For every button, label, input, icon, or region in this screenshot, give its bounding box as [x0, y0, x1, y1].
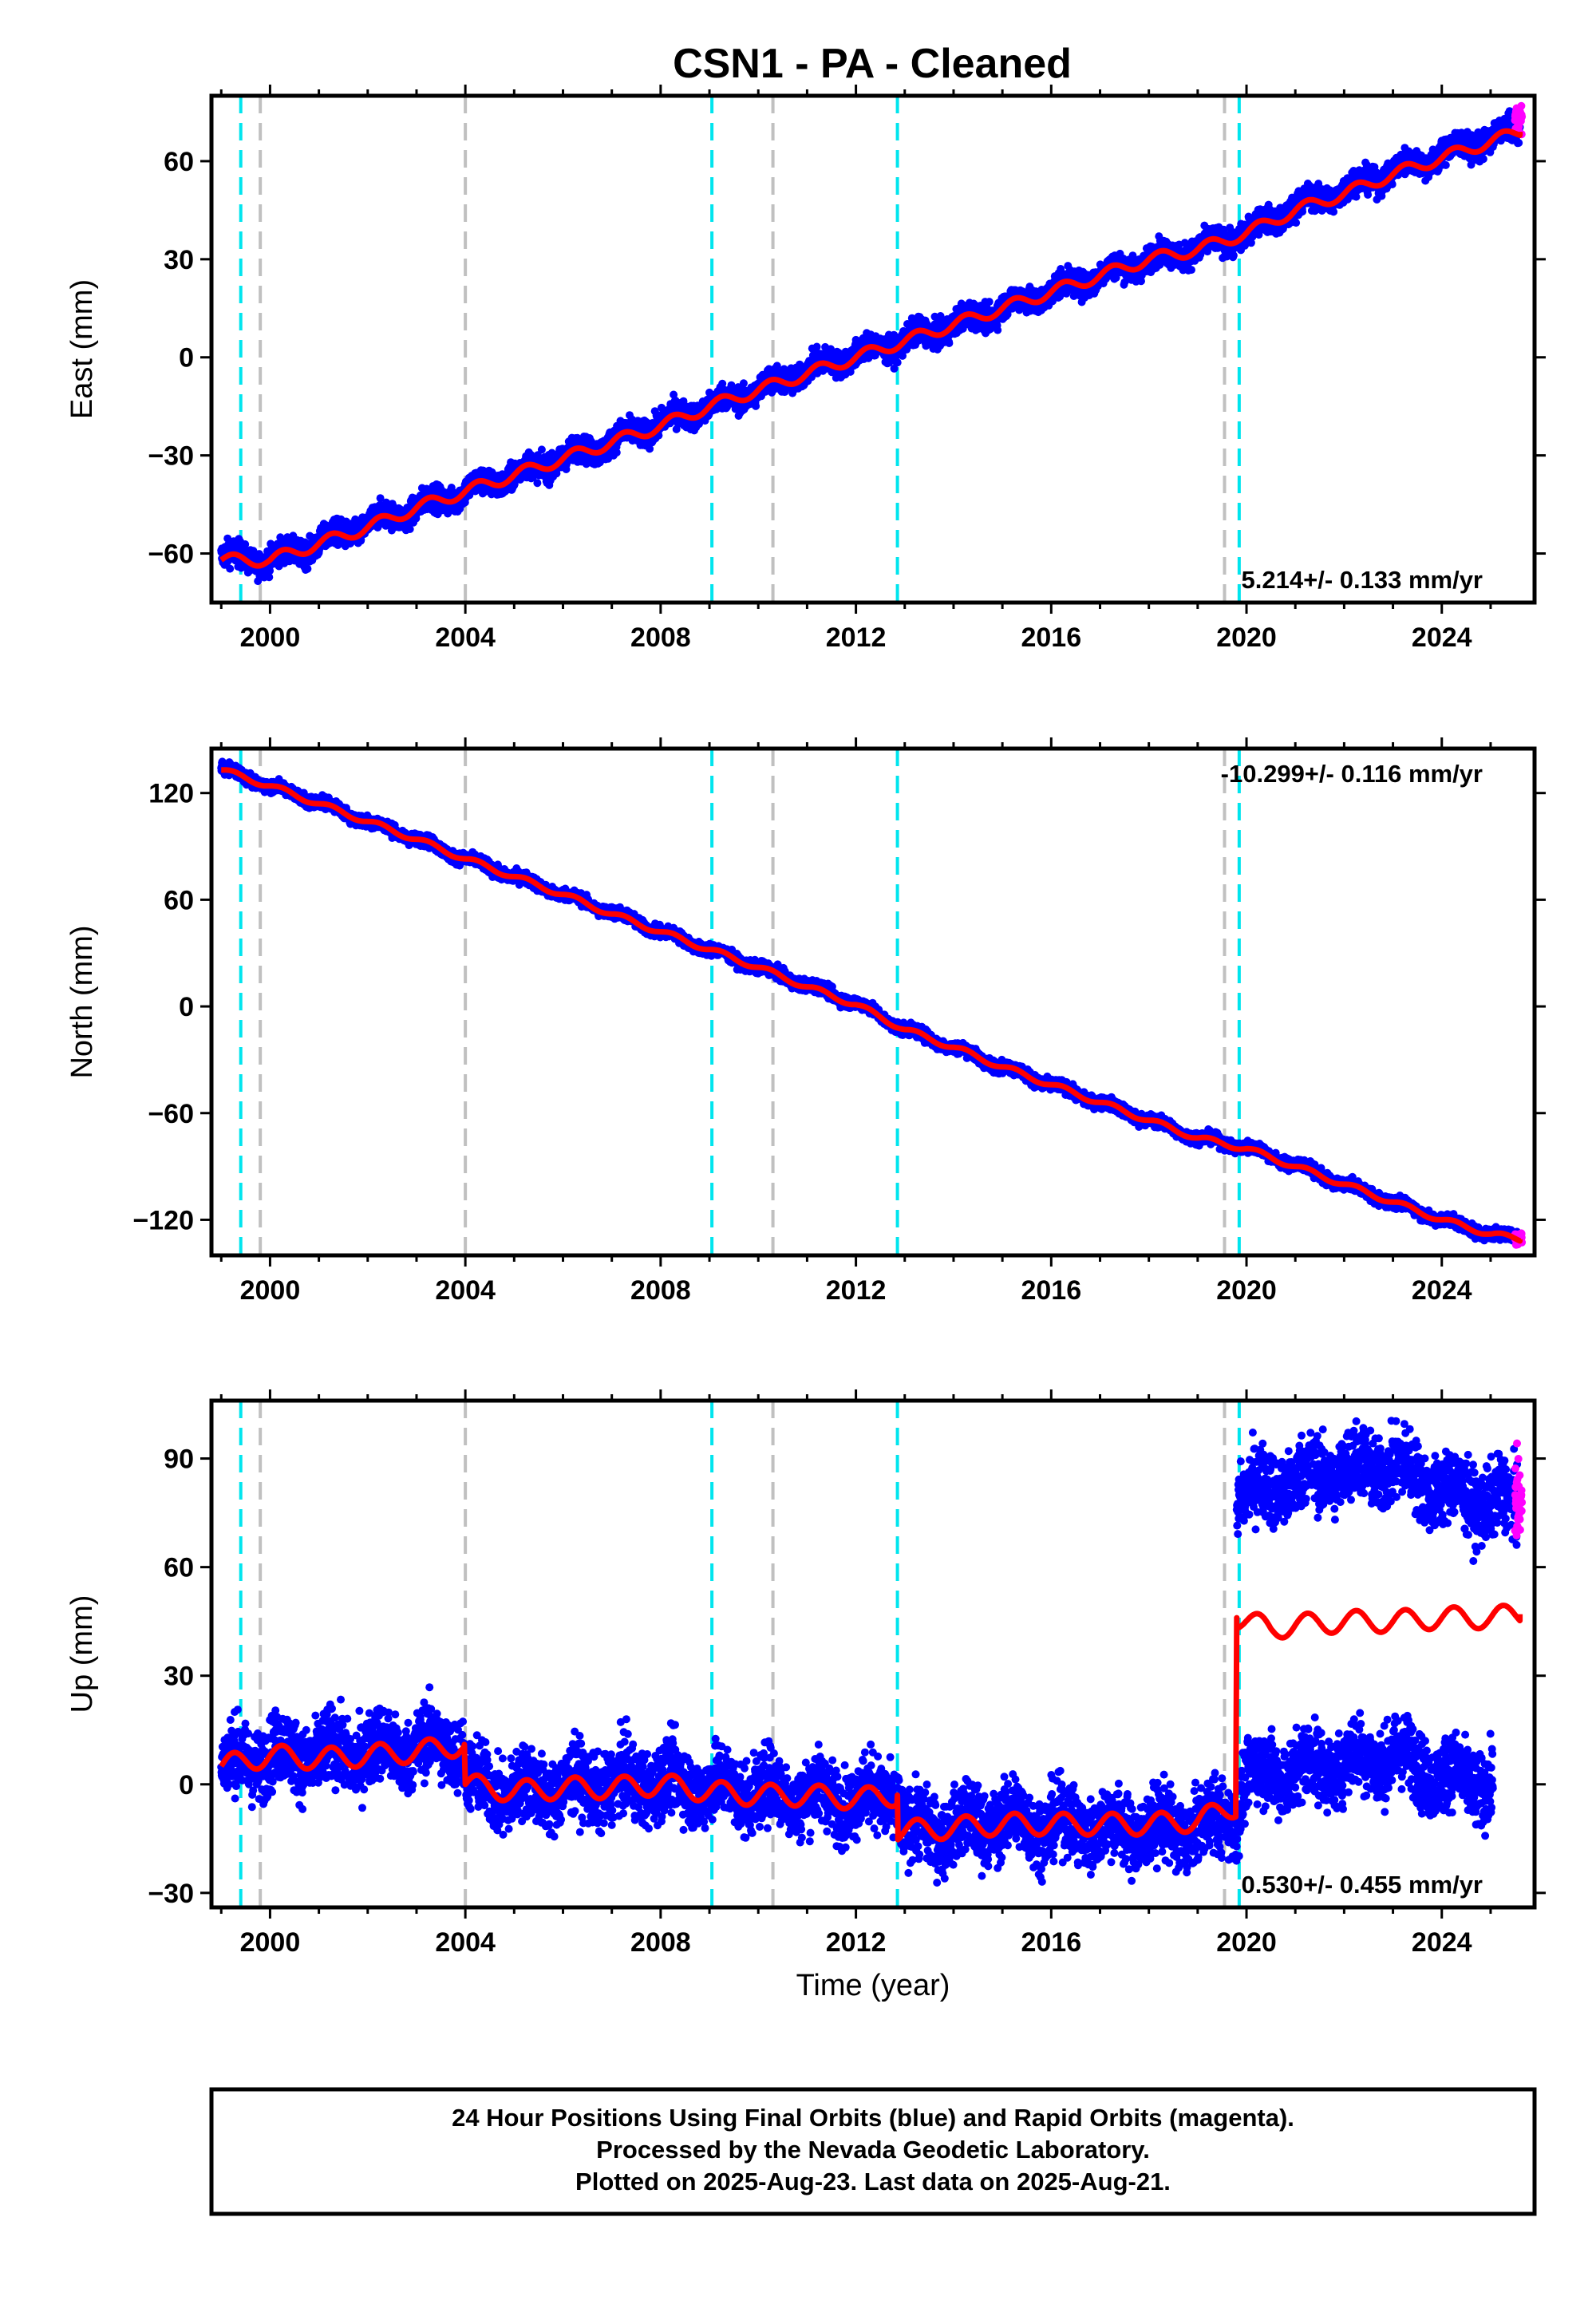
- final-orbit-point: [528, 472, 537, 481]
- final-orbit-point: [945, 339, 954, 347]
- chart-title: CSN1 - PA - Cleaned: [673, 41, 1072, 87]
- final-orbit-point: [265, 573, 274, 582]
- final-orbit-point: [739, 379, 748, 388]
- final-orbit-point: [612, 449, 621, 456]
- final-orbit-point: [893, 358, 902, 367]
- final-orbit-point: [533, 479, 542, 488]
- final-orbit-point: [405, 525, 414, 533]
- east-panel: 2000 2004 2008 2012 2016 2020 2024−60−3003060E…: [65, 85, 1546, 653]
- final-orbit-point: [241, 540, 250, 548]
- final-orbit-point: [547, 449, 556, 457]
- final-orbit-point: [812, 342, 821, 351]
- final-orbit-point: [985, 298, 994, 306]
- final-orbit-point: [1292, 219, 1301, 227]
- final-orbit-point: [226, 564, 235, 573]
- final-orbit-point: [510, 480, 519, 488]
- east-plot-area: [217, 96, 1527, 603]
- final-orbit-point: [266, 567, 275, 575]
- final-orbit-point: [1187, 266, 1195, 275]
- final-orbit-point: [376, 494, 385, 503]
- final-orbit-point: [994, 326, 1002, 334]
- final-orbit-point: [537, 445, 546, 454]
- final-orbit-point: [223, 534, 232, 543]
- final-orbit-point: [303, 564, 312, 573]
- final-orbit-point: [752, 401, 760, 410]
- final-orbit-point: [1229, 251, 1238, 259]
